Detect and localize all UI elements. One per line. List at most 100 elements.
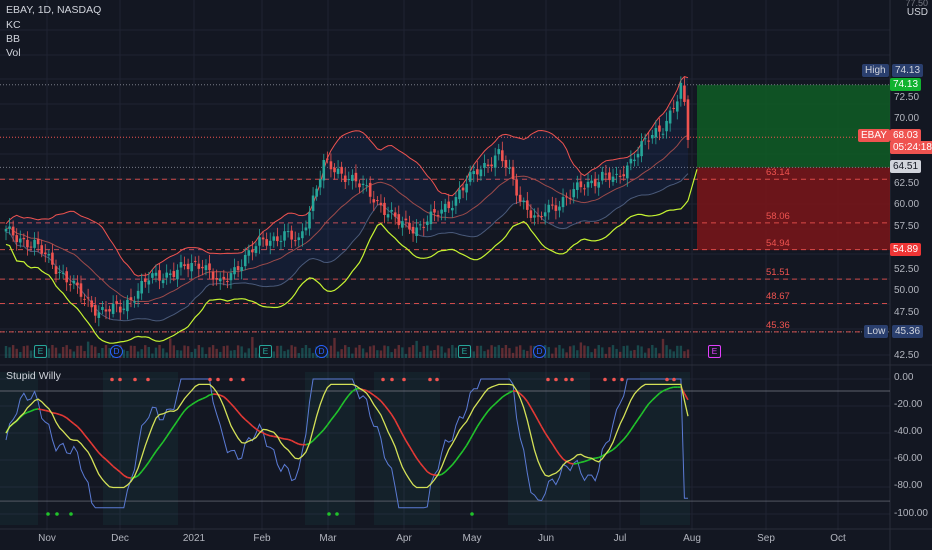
oscillator-signal-segment [666,387,671,391]
candle-body [658,125,661,132]
volume-bar [636,345,640,358]
volume-bar [433,350,436,358]
volume-bar [558,345,561,358]
oscillator-signal-segment [683,393,689,401]
candle-body [329,161,333,170]
volume-bar [19,351,22,358]
dividend-marker[interactable]: D [315,345,328,358]
candle-body [576,182,579,190]
legend-vol[interactable]: Vol [6,47,21,59]
volume-bar [65,345,68,358]
candle-body [351,174,354,181]
candle-body [565,196,568,198]
oscillator-signal-segment [362,388,367,392]
oscillator-signal-segment [123,474,128,479]
candle-body [625,165,629,179]
symbol-legend[interactable]: EBAY, 1D, NASDAQ [6,4,102,16]
oscillator-signal-segment [655,392,660,398]
oscillator-signal-segment [233,407,239,413]
time-tick-label: Apr [396,533,412,544]
candle-body [465,183,468,193]
oscillator-signal-segment [366,389,371,394]
volume-bar [22,346,26,358]
oscillator-signal-segment [405,440,411,447]
candle-body [40,245,44,254]
volume-bar [572,345,575,358]
legend-oscillator[interactable]: Stupid Willy [6,370,61,382]
candle-body [515,179,518,196]
legend-bb[interactable]: BB [6,33,21,45]
candle-body [36,238,40,245]
candle-body [675,101,679,112]
oscillator-signal-segment [651,396,657,401]
oscillator-signal-segment [80,429,86,436]
oscillator-signal-segment [94,447,100,454]
oscillator-signal-segment [23,411,28,415]
volume-bar [665,345,668,358]
oversold-dot [69,512,73,516]
volume-bar [326,350,329,358]
oscillator-zone [103,372,178,525]
oscillator-signal-segment [577,461,582,465]
candle-body [104,309,108,312]
candle-body [443,203,447,212]
volume-bar [204,353,208,358]
low-value-tag: 45.36 [892,324,924,338]
dividend-marker[interactable]: D [533,345,546,358]
oscillator-signal-segment [191,401,196,406]
candles [4,76,690,327]
candle-body [54,266,58,274]
volume-bar [229,350,233,358]
oscillator-signal-segment [187,403,193,408]
earnings-marker[interactable]: E [259,345,272,358]
volume-bar [676,345,679,358]
candle-body [218,278,222,282]
oscillator-signal-segment [498,396,503,402]
oscillator-signal-segment [273,435,278,438]
volume-bar [515,346,518,358]
overbought-dot [390,377,394,382]
dividend-marker[interactable]: D [110,345,123,358]
oscillator-signal-segment [34,408,39,411]
candle-body [333,167,336,173]
earnings-marker[interactable]: E [708,345,721,358]
candle-body [51,252,54,265]
fib-level-label: 54.94 [766,237,790,249]
candle-body [251,249,254,253]
volume-bar [601,347,604,358]
volume-bar [490,345,493,358]
volume-bar [529,345,533,358]
volume-bar [647,348,650,358]
oscillator-signal-segment [112,465,118,470]
oscillator-signal-segment [441,471,446,476]
earnings-marker[interactable]: E [34,345,47,358]
oversold-dot [470,512,474,516]
keltner-upper-band [5,76,689,277]
oscillator-signal-segment [280,437,285,440]
legend-kc[interactable]: KC [6,19,21,31]
oscillator-signal-segment [255,428,260,433]
candle-body [533,215,536,218]
candle-body [668,110,672,124]
fib-level-label: 45.36 [766,319,790,331]
oscillator-signal-segment [658,390,664,395]
oversold-dot [327,512,331,516]
oversold-dot [46,512,50,516]
oscillator-signal-segment [419,462,425,468]
volume-bar [347,347,350,358]
volume-bar [8,347,11,358]
oscillator-signal-segment [223,396,228,401]
volume-bar [215,348,218,358]
volume-bar [608,347,611,358]
volume-bar [29,350,33,358]
oscillator-signal-segment [30,408,35,412]
earnings-marker[interactable]: E [458,345,471,358]
candle-body [79,283,83,297]
candle-body [461,187,465,191]
volume-bar [408,347,411,358]
oscillator-signal-segment [137,471,143,477]
candle-body [279,240,283,242]
oscillator-signal-segment [537,419,543,428]
